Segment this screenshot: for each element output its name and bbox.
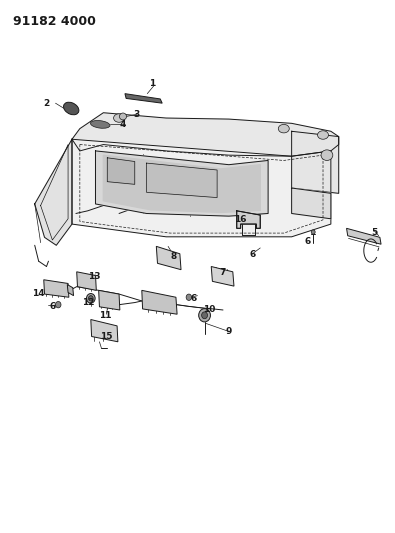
Polygon shape xyxy=(103,155,260,213)
Ellipse shape xyxy=(114,114,124,122)
Polygon shape xyxy=(91,319,118,342)
Text: 2: 2 xyxy=(43,99,50,108)
Ellipse shape xyxy=(186,294,192,301)
Ellipse shape xyxy=(201,312,207,319)
Text: 10: 10 xyxy=(203,305,215,314)
Polygon shape xyxy=(125,94,162,103)
Polygon shape xyxy=(237,211,260,228)
Polygon shape xyxy=(156,246,181,270)
Text: 5: 5 xyxy=(371,228,377,237)
Text: 7: 7 xyxy=(220,268,226,277)
Text: 11: 11 xyxy=(99,311,111,320)
Polygon shape xyxy=(67,285,73,296)
Polygon shape xyxy=(147,163,217,198)
Polygon shape xyxy=(96,151,268,216)
Ellipse shape xyxy=(119,113,126,120)
Polygon shape xyxy=(35,139,72,245)
Ellipse shape xyxy=(90,120,110,128)
Polygon shape xyxy=(292,188,331,219)
Ellipse shape xyxy=(321,150,333,160)
Text: 15: 15 xyxy=(100,332,113,341)
Polygon shape xyxy=(142,290,177,314)
Polygon shape xyxy=(72,139,331,237)
Text: 6: 6 xyxy=(249,251,256,260)
Polygon shape xyxy=(346,228,381,244)
Text: 14: 14 xyxy=(32,288,45,297)
Ellipse shape xyxy=(318,131,329,139)
Polygon shape xyxy=(211,266,234,286)
Ellipse shape xyxy=(88,296,93,301)
Text: 12: 12 xyxy=(82,298,95,307)
Text: 8: 8 xyxy=(171,253,177,262)
Ellipse shape xyxy=(278,124,289,133)
Polygon shape xyxy=(72,113,339,156)
Polygon shape xyxy=(292,131,339,193)
Text: 16: 16 xyxy=(233,215,246,224)
Text: 1: 1 xyxy=(149,79,156,88)
Ellipse shape xyxy=(87,294,95,303)
Ellipse shape xyxy=(56,302,61,308)
Text: 4: 4 xyxy=(120,120,126,129)
Text: 3: 3 xyxy=(134,110,140,119)
Text: 6: 6 xyxy=(304,237,310,246)
Polygon shape xyxy=(107,158,135,184)
Text: 6: 6 xyxy=(49,302,56,311)
Polygon shape xyxy=(99,290,120,310)
Text: 9: 9 xyxy=(226,327,232,336)
Text: 91182 4000: 91182 4000 xyxy=(13,14,96,28)
Text: 13: 13 xyxy=(88,271,101,280)
Polygon shape xyxy=(44,280,69,297)
Text: 6: 6 xyxy=(190,294,197,303)
Ellipse shape xyxy=(199,309,211,322)
Ellipse shape xyxy=(311,230,315,234)
Polygon shape xyxy=(77,272,96,290)
Ellipse shape xyxy=(64,102,79,115)
